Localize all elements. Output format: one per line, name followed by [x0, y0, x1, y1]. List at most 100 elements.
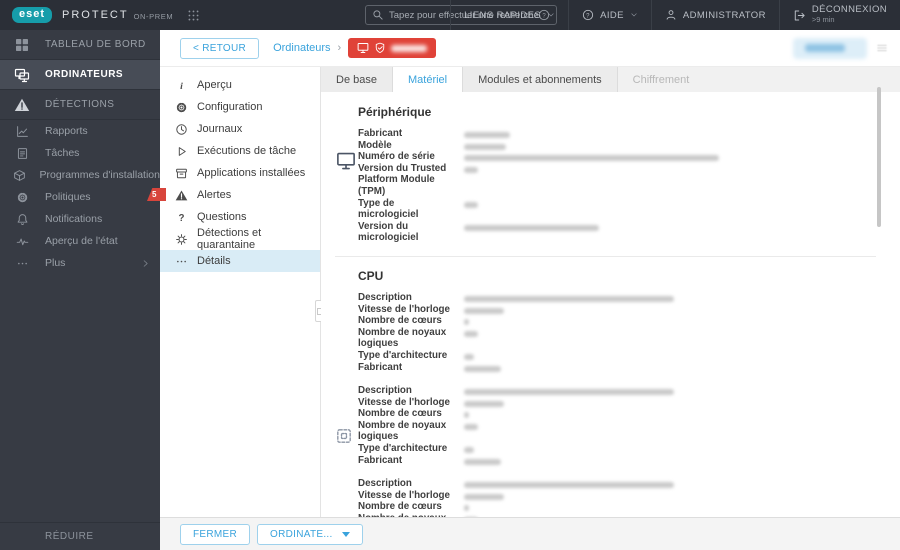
- alert-count-badge: 5: [147, 188, 166, 201]
- detail-menu-item-label: Alertes: [197, 189, 232, 201]
- field-row: Fabricant: [358, 455, 876, 467]
- device-section: Périphérique Fabricant Modèle Numéro de …: [335, 105, 876, 244]
- field-row: Fabricant: [358, 362, 876, 374]
- field-value-redacted: [464, 327, 478, 350]
- cpu-block: Description Vitesse de l'horloge Nombre …: [358, 478, 876, 517]
- detail-menu-item[interactable]: Exécutions de tâche: [160, 140, 320, 162]
- detail-menu-item[interactable]: Configuration: [160, 96, 320, 118]
- sidebar-item[interactable]: Aperçu de l'état: [0, 230, 160, 252]
- field-value-redacted: [464, 140, 506, 152]
- sidebar-item[interactable]: DÉTECTIONS: [0, 90, 160, 120]
- field-label: Nombre de cœurs: [358, 315, 442, 327]
- chevron-down-icon: [341, 531, 350, 537]
- sidebar-item[interactable]: Tâches: [0, 142, 160, 164]
- tab: Chiffrement: [617, 67, 705, 92]
- cpu-blocks: Description Vitesse de l'horloge Nombre …: [358, 292, 876, 517]
- quick-links-menu[interactable]: LIENS RAPIDES: [450, 0, 568, 30]
- field-value-redacted: [464, 513, 478, 517]
- sidebar-item-label: ORDINATEURS: [45, 69, 124, 80]
- help-label: AIDE: [600, 9, 624, 21]
- field-label: Version du micrologiciel: [358, 220, 419, 244]
- field-label: Type de micrologiciel: [358, 197, 419, 221]
- sidebar-item[interactable]: Notifications: [0, 208, 160, 230]
- sidebar-item[interactable]: Rapports: [0, 120, 160, 142]
- search-input[interactable]: [389, 9, 538, 21]
- sidebar-collapse-button[interactable]: RÉDUIRE: [0, 522, 160, 550]
- footer-bar: FERMER ORDINATE...: [160, 517, 900, 550]
- sidebar-item[interactable]: Plus: [0, 252, 160, 274]
- tab[interactable]: Modules et abonnements: [463, 67, 618, 92]
- help-menu[interactable]: ? AIDE: [568, 0, 651, 30]
- cpu-icon: [335, 427, 353, 445]
- field-label: Description: [358, 478, 412, 490]
- search-help-icon[interactable]: ?: [538, 9, 550, 21]
- field-row: Nombre de cœurs: [358, 408, 876, 420]
- tab[interactable]: Matériel: [392, 67, 464, 92]
- detail-menu-item[interactable]: 5 Alertes: [147, 184, 320, 206]
- gear-icon: [175, 101, 188, 114]
- field-value-redacted: [464, 292, 674, 304]
- field-value-redacted: [464, 221, 599, 244]
- computer-actions-dropdown[interactable]: ORDINATE...: [257, 523, 363, 545]
- cpu-section: CPU Description Vitesse de l'horloge Nom…: [335, 269, 876, 517]
- quick-links-label: LIENS RAPIDES: [464, 9, 542, 21]
- field-label: Description: [358, 385, 412, 397]
- field-label: Fabricant: [358, 454, 403, 466]
- sidebar-item-label: Tâches: [45, 147, 80, 159]
- field-row: Fabricant: [358, 128, 876, 140]
- computer-alert-chip[interactable]: [348, 38, 437, 58]
- sidebar-item[interactable]: TABLEAU DE BORD: [0, 30, 160, 60]
- collapse-label: RÉDUIRE: [45, 531, 94, 542]
- detail-menu-item[interactable]: ? Questions: [160, 206, 320, 228]
- detail-menu-item[interactable]: i Aperçu: [160, 74, 320, 96]
- logout-label: DÉCONNEXION: [811, 4, 887, 15]
- chevron-right-icon: [141, 259, 150, 268]
- back-button[interactable]: < RETOUR: [180, 37, 260, 59]
- field-row: Type de micrologiciel: [358, 198, 876, 221]
- field-value-redacted: [464, 304, 504, 316]
- detail-menu-item-label: Aperçu: [197, 79, 232, 91]
- svg-text:?: ?: [586, 13, 590, 19]
- field-value-redacted: [464, 198, 478, 221]
- question-icon: ?: [175, 211, 188, 224]
- shield-check-icon: [374, 42, 386, 54]
- sidebar-item[interactable]: Programmes d'installation: [0, 164, 160, 186]
- header-menu-icon[interactable]: [876, 42, 888, 54]
- logout-button[interactable]: DÉCONNEXION >9 min: [778, 0, 900, 30]
- field-label: Nombre de noyaux logiques: [358, 513, 464, 517]
- detail-tabs: De base Matériel Modules et abonnements Chi…: [321, 67, 900, 92]
- field-value-redacted: [464, 163, 478, 198]
- field-value-redacted: [464, 315, 469, 327]
- sidebar-item[interactable]: ORDINATEURS: [0, 60, 160, 90]
- logout-icon: [793, 9, 806, 22]
- detail-menu-item[interactable]: Applications installées: [160, 162, 320, 184]
- tab[interactable]: De base: [321, 67, 393, 92]
- sidebar-item-label: DÉTECTIONS: [45, 99, 115, 110]
- sidebar-item-label: Politiques: [45, 191, 91, 203]
- global-search[interactable]: ?: [365, 5, 557, 25]
- detail-menu-item[interactable]: Journaux: [160, 118, 320, 140]
- field-value-redacted: [464, 350, 474, 362]
- app-grid-icon[interactable]: [187, 9, 200, 22]
- vertical-scrollbar[interactable]: [877, 87, 881, 227]
- close-button[interactable]: FERMER: [180, 523, 251, 545]
- installers-icon: [12, 166, 27, 184]
- topbar: eset PROTECT ON-PREM ? LIENS RAPIDES ? A…: [0, 0, 900, 30]
- field-row: Type d'architecture: [358, 350, 876, 362]
- field-value-redacted: [464, 490, 504, 502]
- sidebar-item[interactable]: Politiques: [0, 186, 160, 208]
- help-circle-icon: ?: [582, 9, 594, 21]
- field-label: Fabricant: [358, 128, 403, 139]
- field-value-redacted: [464, 408, 469, 420]
- quarantine-icon: [175, 233, 188, 246]
- redacted-action-button[interactable]: [793, 37, 867, 59]
- field-label: Vitesse de l'horloge: [358, 396, 450, 408]
- sidebar-nav: TABLEAU DE BORD ORDINATEURS DÉTECTIONS R…: [0, 30, 160, 274]
- detail-menu-item[interactable]: Détails: [160, 250, 320, 272]
- monitor-icon: [335, 151, 357, 171]
- detail-menu-item[interactable]: Détections et quarantaine: [160, 227, 320, 251]
- user-menu[interactable]: ADMINISTRATOR: [650, 0, 779, 30]
- computer-name-redacted: [391, 44, 428, 52]
- detail-menu-item-label: Questions: [197, 211, 247, 223]
- breadcrumb-parent-link[interactable]: Ordinateurs: [273, 42, 331, 54]
